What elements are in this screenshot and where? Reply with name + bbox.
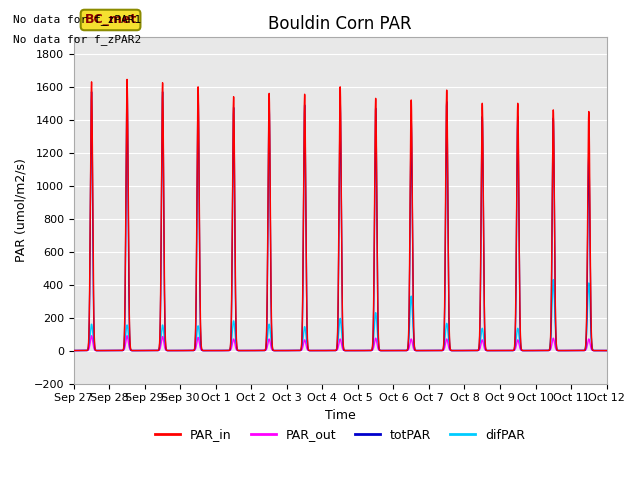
Legend: PAR_in, PAR_out, totPAR, difPAR: PAR_in, PAR_out, totPAR, difPAR [150,423,530,446]
Y-axis label: PAR (umol/m2/s): PAR (umol/m2/s) [15,158,28,263]
Text: No data for f_zPAR2: No data for f_zPAR2 [13,34,141,45]
Text: BC_met: BC_met [84,13,137,26]
Text: No data for f_zPAR1: No data for f_zPAR1 [13,14,141,25]
Title: Bouldin Corn PAR: Bouldin Corn PAR [268,15,412,33]
X-axis label: Time: Time [324,409,356,422]
